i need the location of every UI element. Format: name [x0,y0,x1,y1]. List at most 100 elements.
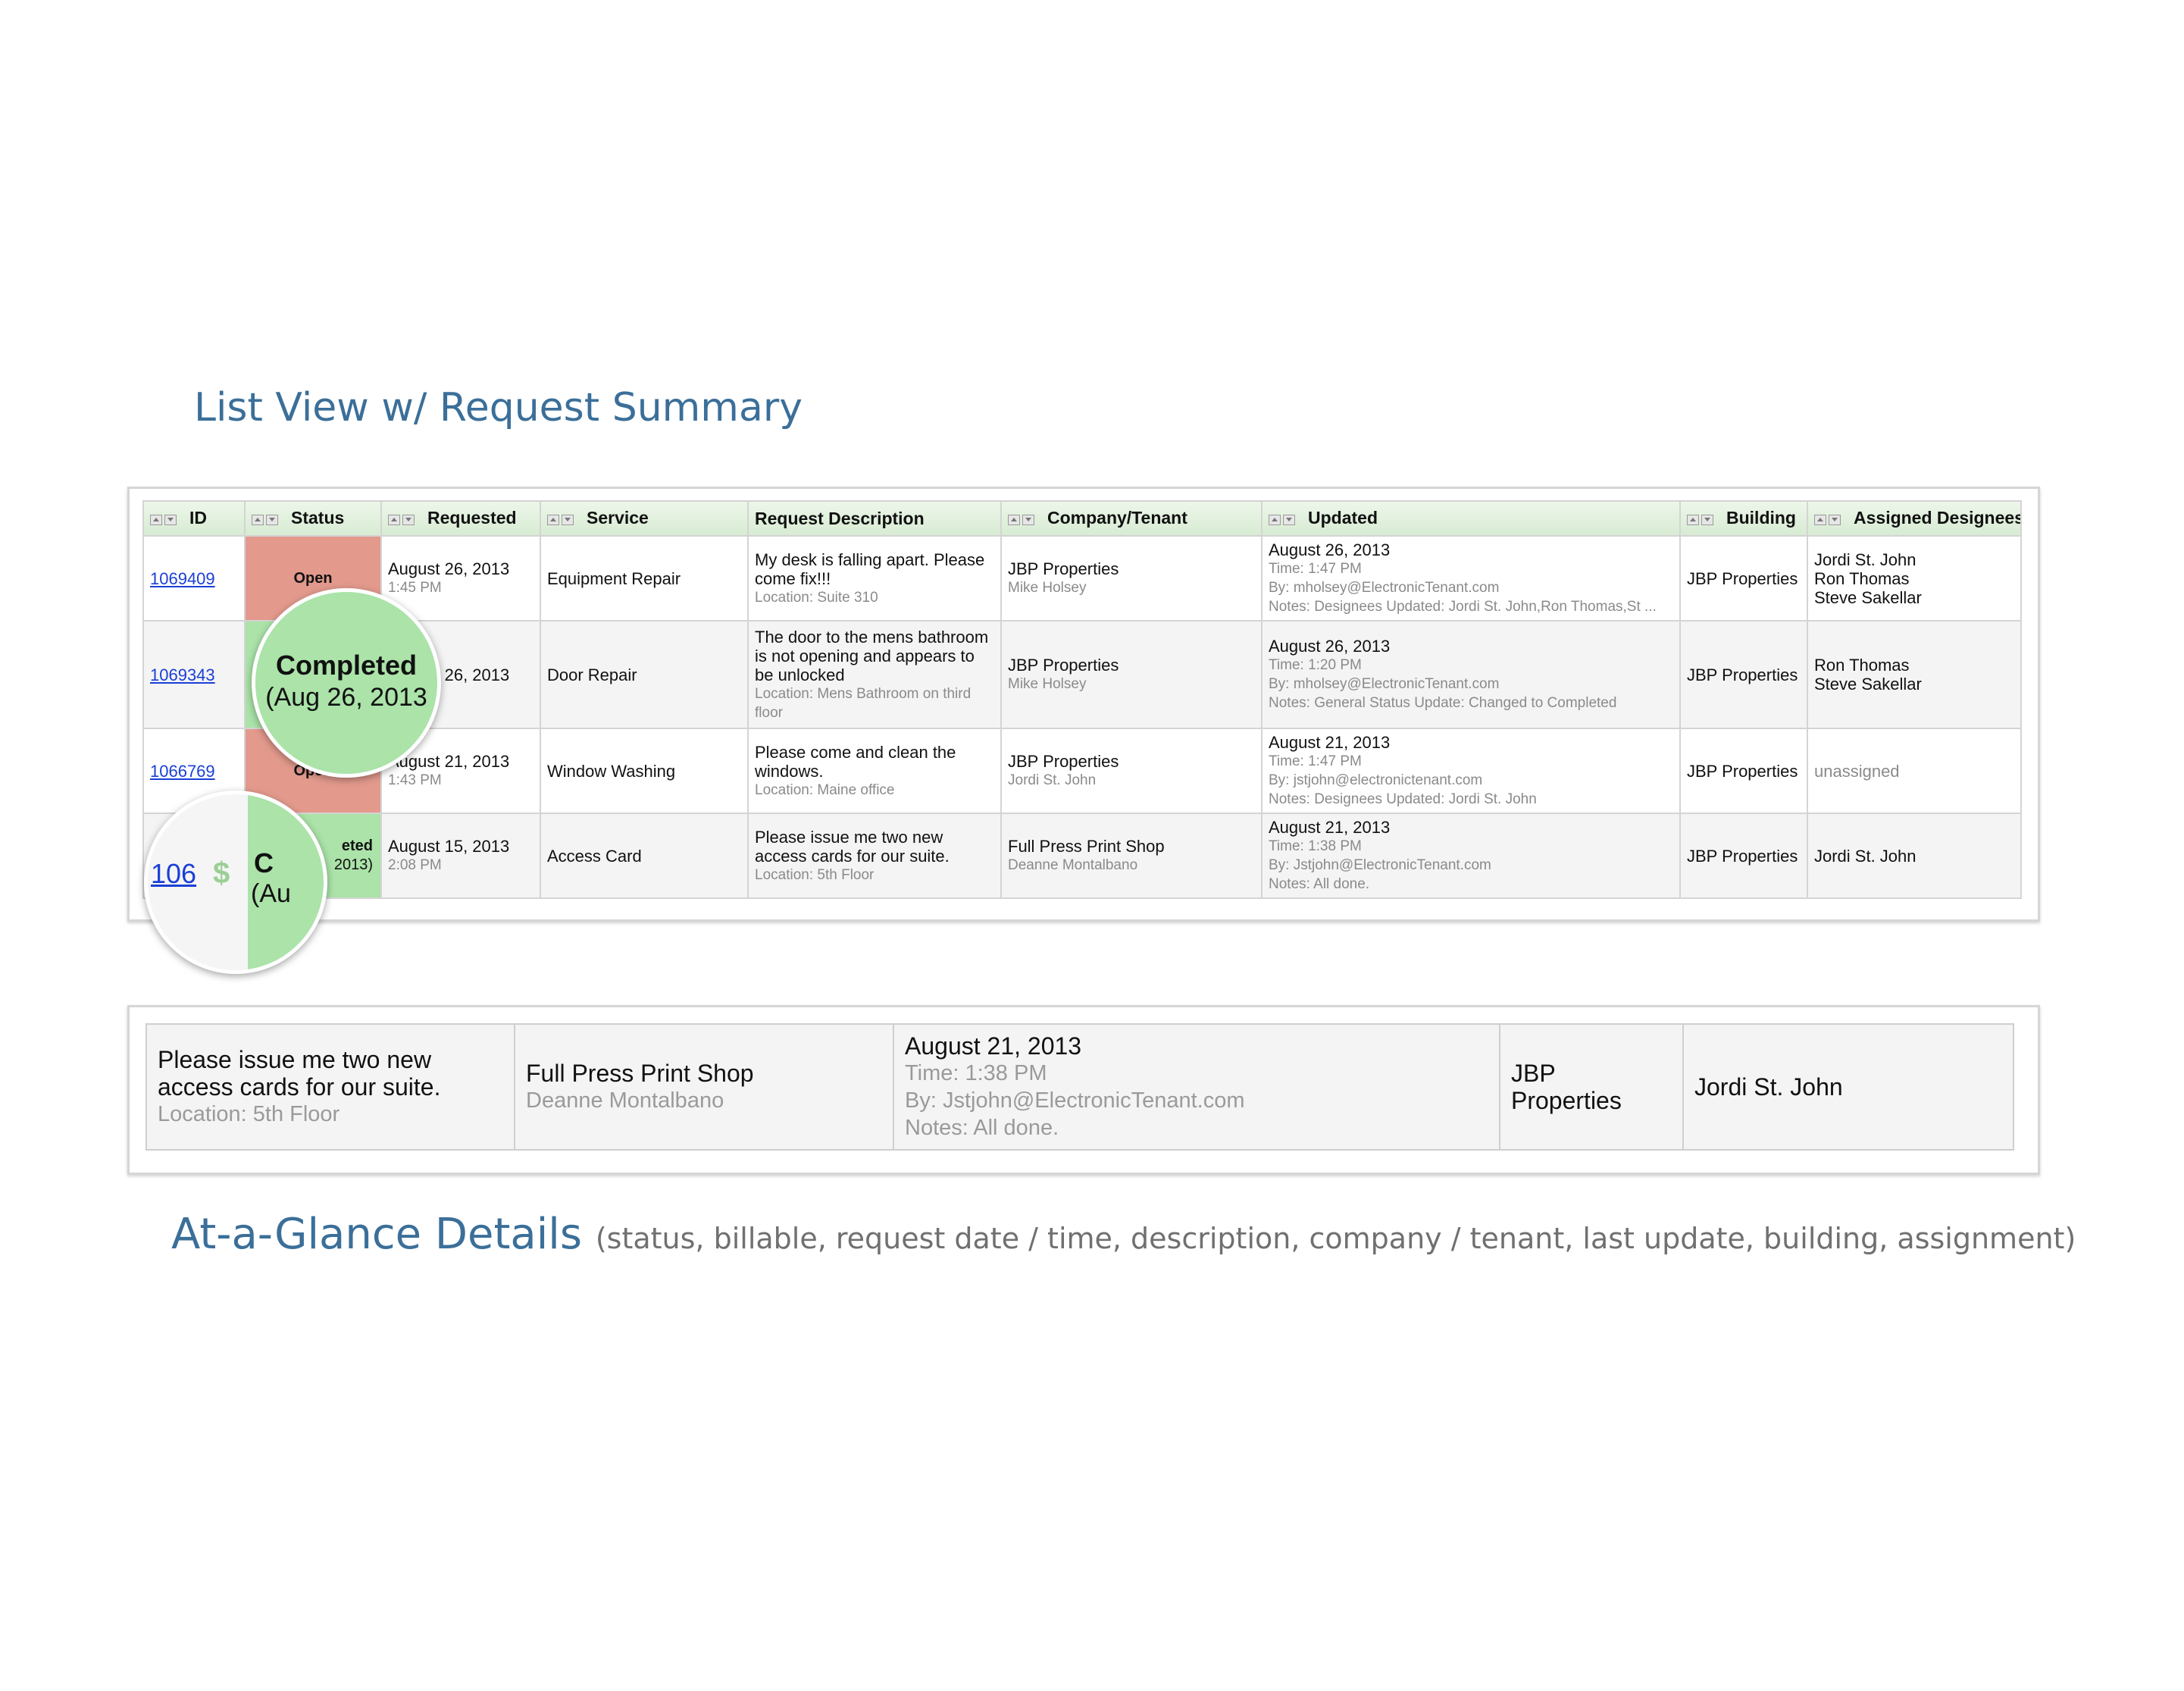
billable-magnifier: 106 $ C (Au [144,791,327,974]
column-header-status[interactable]: Status [244,500,382,537]
cell-updated: August 26, 2013 Time: 1:47 PM By: mholsey@… [1261,535,1681,622]
cell-service: Equipment Repair [540,535,749,622]
list-view-title: List View w/ Request Summary [194,385,803,431]
cell-designees: Jordi St. John [1807,813,2022,899]
cell-building: JBP Properties [1679,535,1808,622]
request-id-link[interactable]: 1066769 [150,761,215,781]
column-label: Building [1726,507,1796,528]
tenant-name: Deanne Montalbano [1008,857,1138,873]
magnified-status-date: (Aug 26, 2013 [265,683,427,712]
description-text: The door to the mens bathroom is not ope… [755,627,989,684]
sort-arrows-icon[interactable] [252,509,280,529]
glance-updated-date: August 21, 2013 [905,1032,1082,1060]
updated-notes: Notes: Designees Updated: Jordi St. John… [1269,599,1657,615]
cell-building: JBP Properties [1679,728,1808,814]
glance-building: JBP Properties [1499,1023,1684,1151]
description-text: Please come and clean the windows. [755,742,956,781]
cell-updated: August 21, 2013 Time: 1:38 PM By: Jstjohn@… [1261,813,1681,899]
column-header-building[interactable]: Building [1679,500,1808,537]
requested-date: August 26, 2013 [388,559,510,578]
cell-service: Window Washing [540,728,749,814]
cell-designees: Jordi St. John Ron Thomas Steve Sakellar [1807,535,2022,622]
company-name: Full Press Print Shop [1008,837,1165,856]
updated-by: By: mholsey@ElectronicTenant.com [1269,580,1500,596]
requested-date: August 21, 2013 [388,752,510,771]
updated-by: By: mholsey@ElectronicTenant.com [1269,676,1500,692]
location-text: Location: Maine office [755,781,895,798]
cell-company: JBP Properties Mike Holsey [1000,535,1263,622]
request-id-link[interactable]: 1069343 [150,665,215,684]
cell-description: Please issue me two new access cards for… [747,813,1002,899]
glance-subtitle: (status, billable, request date / time, … [595,1222,2076,1255]
sort-arrows-icon[interactable] [388,509,417,529]
billable-dollar-icon: $ [213,856,230,890]
requested-time: 1:45 PM [388,580,442,596]
cell-id: 1069343 [142,620,246,729]
sort-arrows-icon[interactable] [1008,509,1037,529]
sort-arrows-icon[interactable] [150,509,179,529]
glance-row-table: Please issue me two new access cards for… [145,1023,2014,1151]
column-header-requested[interactable]: Requested [380,500,541,537]
column-label: Service [587,507,649,528]
magnified-status-cell [248,794,324,970]
sort-arrows-icon[interactable] [1814,509,1843,529]
designee-name: Jordi St. John [1814,550,1916,569]
updated-notes: Notes: All done. [1269,876,1370,892]
column-header-id[interactable]: ID [142,500,246,537]
glance-updated: August 21, 2013 Time: 1:38 PM By: Jstjohn@… [893,1023,1500,1151]
updated-date: August 26, 2013 [1269,637,1391,656]
status-magnifier: Completed (Aug 26, 2013 [252,588,441,778]
cell-service: Access Card [540,813,749,899]
glance-designee: Jordi St. John [1682,1023,2014,1151]
column-header-company[interactable]: Company/Tenant [1000,500,1263,537]
cell-updated: August 21, 2013 Time: 1:47 PM By: jstjohn@… [1261,728,1681,814]
tenant-name: Mike Holsey [1008,580,1087,596]
column-header-designees[interactable]: Assigned Designees [1807,500,2022,537]
glance-updated-by: By: Jstjohn@ElectronicTenant.com [905,1088,1245,1113]
table-header-row: ID Status Requested Service Request Desc… [142,500,2022,537]
column-header-service[interactable]: Service [540,500,749,537]
sort-arrows-icon[interactable] [1687,509,1716,529]
description-text: Please issue me two new access cards for… [755,827,950,866]
sort-arrows-icon[interactable] [547,509,576,529]
glance-updated-notes: Notes: All done. [905,1116,1059,1140]
designee-name: Steve Sakellar [1814,587,1922,607]
glance-company: Full Press Print Shop Deanne Montalbano [514,1023,894,1151]
cell-company: JBP Properties Jordi St. John [1000,728,1263,814]
column-label: ID [189,507,207,528]
requested-date: August 15, 2013 [388,837,510,856]
updated-notes: Notes: General Status Update: Changed to… [1269,695,1617,711]
cell-company: Full Press Print Shop Deanne Montalbano [1000,813,1263,899]
cell-updated: August 26, 2013 Time: 1:20 PM By: mholsey@… [1261,620,1681,729]
glance-title: At-a-Glance Details (status, billable, r… [171,1210,2076,1259]
updated-date: August 21, 2013 [1269,733,1391,752]
location-text: Location: Suite 310 [755,589,878,606]
glance-title-text: At-a-Glance Details [171,1210,583,1259]
table-row[interactable]: eted 2013) August 15, 2013 2:08 PM Access … [142,813,2022,899]
column-header-updated[interactable]: Updated [1261,500,1681,537]
sort-arrows-icon[interactable] [1269,509,1297,529]
tenant-name: Jordi St. John [1008,772,1097,788]
cell-description: The door to the mens bathroom is not ope… [747,620,1002,729]
company-name: JBP Properties [1008,559,1119,578]
status-text: eted [341,838,373,854]
request-id-link[interactable]: 1069409 [150,568,215,588]
description-text: My desk is falling apart. Please come fi… [755,550,985,588]
updated-time: Time: 1:38 PM [1269,838,1362,854]
magnified-status-label: Completed [275,650,417,681]
magnified-request-id: 106 [151,858,197,889]
cell-service: Door Repair [540,620,749,729]
updated-time: Time: 1:47 PM [1269,561,1362,577]
column-label: Updated [1308,507,1378,528]
cell-designees: unassigned [1807,728,2022,814]
cell-building: JBP Properties [1679,813,1808,899]
glance-description-text: Please issue me two new access cards for… [158,1046,441,1101]
glance-updated-time: Time: 1:38 PM [905,1061,1047,1085]
updated-time: Time: 1:47 PM [1269,753,1362,769]
location-text: Location: 5th Floor [755,866,875,883]
cell-building: JBP Properties [1679,620,1808,729]
column-label: Assigned Designees [1854,507,2021,528]
table-row[interactable]: 1069409 Open August 26, 2013 1:45 PM Equi… [142,535,2022,622]
column-label: Status [291,507,345,528]
